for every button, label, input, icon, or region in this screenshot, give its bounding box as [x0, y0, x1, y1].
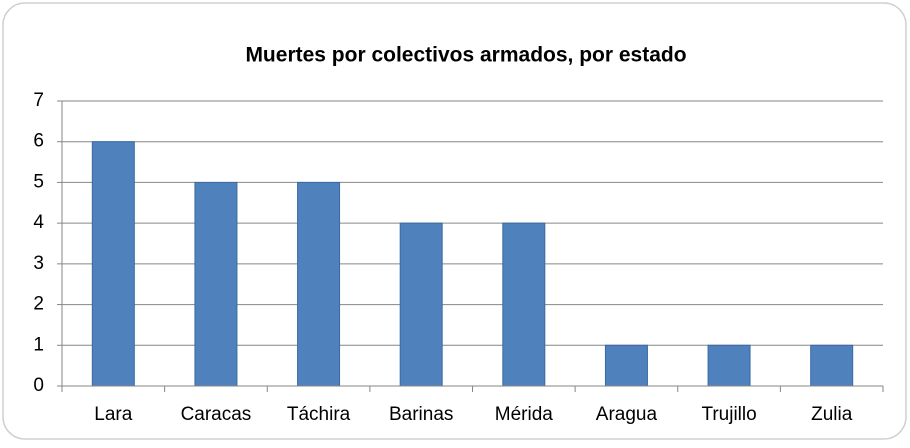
chart-title: Muertes por colectivos armados, por esta… [245, 44, 686, 67]
bar [810, 344, 854, 387]
bar [297, 181, 341, 387]
x-tick-label: Aragua [596, 404, 658, 425]
y-tick-label: 0 [33, 375, 44, 396]
y-tick-label: 2 [33, 294, 44, 315]
bar [399, 222, 443, 387]
bar [502, 222, 546, 387]
bar [604, 344, 648, 387]
bar [707, 344, 751, 387]
x-tick-label: Trujillo [701, 404, 756, 425]
x-tick-label: Zulia [811, 404, 853, 425]
x-tick-label: Mérida [495, 404, 554, 425]
y-tick-label: 5 [33, 171, 44, 192]
y-tick-label: 6 [33, 131, 44, 152]
x-tick-label: Táchira [287, 404, 351, 425]
bar [91, 141, 135, 387]
chart-border [2, 2, 907, 440]
y-tick-label: 7 [33, 90, 44, 111]
x-tick-label: Barinas [389, 404, 453, 425]
bar [194, 181, 238, 387]
x-tick-label: Lara [94, 404, 132, 425]
y-tick-label: 3 [33, 253, 44, 274]
y-tick-label: 4 [33, 212, 44, 233]
x-tick-label: Caracas [181, 404, 252, 425]
y-tick-label: 1 [33, 334, 44, 355]
